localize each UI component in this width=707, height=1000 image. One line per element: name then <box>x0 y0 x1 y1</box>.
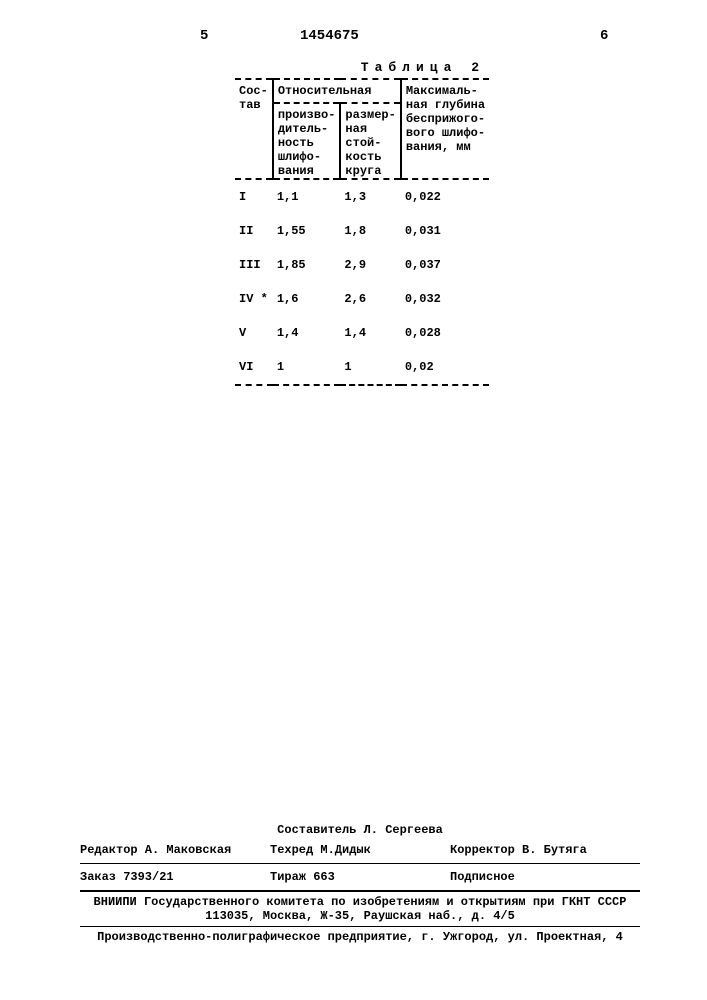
table-row: I 1,1 1,3 0,022 <box>235 179 489 214</box>
subscribe-line: Подписное <box>450 870 640 884</box>
data-table: Сос-тав Относительная Максималь-ная глуб… <box>235 78 489 386</box>
cell-maxdepth: 0,02 <box>401 350 489 385</box>
cell-maxdepth: 0,037 <box>401 248 489 282</box>
cell-durability: 1,3 <box>340 179 400 214</box>
col-header-composition: Сос-тав <box>235 79 273 179</box>
cell-productivity: 1,4 <box>273 316 341 350</box>
cell-durability: 2,6 <box>340 282 400 316</box>
table-row: III 1,85 2,9 0,037 <box>235 248 489 282</box>
cell-productivity: 1,55 <box>273 214 341 248</box>
org-line-1: ВНИИПИ Государственного комитета по изоб… <box>80 895 640 909</box>
cell-composition: VI <box>235 350 273 385</box>
document-footer: Составитель Л. Сергеева Редактор А. Мако… <box>80 820 640 944</box>
page-number-left: 5 <box>200 28 208 44</box>
cell-composition: I <box>235 179 273 214</box>
table-title: Таблица 2 <box>235 60 485 75</box>
cell-maxdepth: 0,032 <box>401 282 489 316</box>
data-table-container: Таблица 2 Сос-тав Относительная Максимал… <box>235 60 485 386</box>
cell-composition: V <box>235 316 273 350</box>
cell-productivity: 1,1 <box>273 179 341 214</box>
table-row: IV * 1,6 2,6 0,032 <box>235 282 489 316</box>
cell-composition: IV * <box>235 282 273 316</box>
cell-composition: II <box>235 214 273 248</box>
org-line-2: 113035, Москва, Ж-35, Раушская наб., д. … <box>80 909 640 923</box>
cell-composition: III <box>235 248 273 282</box>
col-header-relative: Относительная <box>273 79 401 103</box>
document-number: 1454675 <box>300 28 359 44</box>
corrector-line: Корректор В. Бутяга <box>450 843 640 857</box>
order-line: Заказ 7393/21 <box>80 870 270 884</box>
compiler-line: Составитель Л. Сергеева <box>277 823 443 837</box>
printer-line: Производственно-полиграфическое предприя… <box>80 930 640 944</box>
tirage-line: Тираж 663 <box>270 870 450 884</box>
techred-line: Техред М.Дидык <box>270 843 450 857</box>
table-row: II 1,55 1,8 0,031 <box>235 214 489 248</box>
cell-productivity: 1,85 <box>273 248 341 282</box>
table-row: V 1,4 1,4 0,028 <box>235 316 489 350</box>
col-header-maxdepth: Максималь-ная глубинабесприжого-вого шли… <box>401 79 489 179</box>
cell-productivity: 1,6 <box>273 282 341 316</box>
col-header-productivity: произво-дитель-ностьшлифо-вания <box>273 103 341 179</box>
cell-productivity: 1 <box>273 350 341 385</box>
cell-durability: 1,8 <box>340 214 400 248</box>
editor-line: Редактор А. Маковская <box>80 843 270 857</box>
cell-maxdepth: 0,028 <box>401 316 489 350</box>
cell-maxdepth: 0,022 <box>401 179 489 214</box>
col-header-durability: размер-наястой-костькруга <box>340 103 400 179</box>
table-row: VI 1 1 0,02 <box>235 350 489 385</box>
cell-durability: 1 <box>340 350 400 385</box>
cell-maxdepth: 0,031 <box>401 214 489 248</box>
cell-durability: 1,4 <box>340 316 400 350</box>
page-number-right: 6 <box>600 28 608 44</box>
cell-durability: 2,9 <box>340 248 400 282</box>
